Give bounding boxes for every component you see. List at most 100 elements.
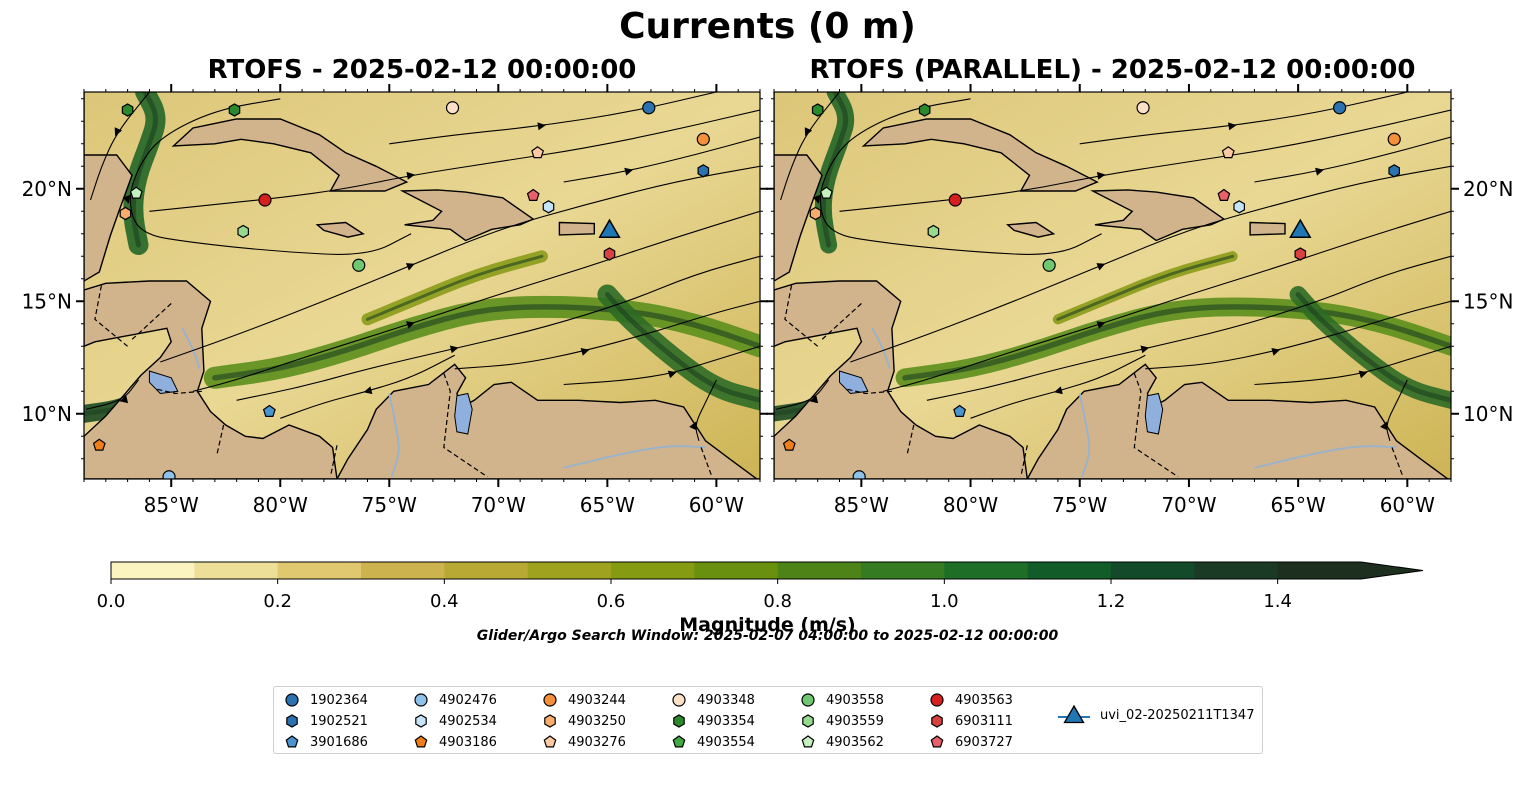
colorbar-tick-label: 1.4 xyxy=(1263,591,1292,612)
streamline-arrow xyxy=(1380,421,1388,431)
legend-label: 4902476 xyxy=(439,692,497,708)
border xyxy=(131,303,172,340)
legend-label: 1902521 xyxy=(310,713,368,729)
legend-pentagon-icon xyxy=(930,735,944,748)
streamline-arrow xyxy=(406,171,415,180)
river xyxy=(181,327,201,370)
legend-glider-icon xyxy=(1058,704,1090,724)
legend-label: 4903276 xyxy=(568,734,626,750)
marker-4903244 xyxy=(1387,132,1401,146)
legend-hexagon-icon xyxy=(673,714,685,728)
streamline-arrow xyxy=(1315,167,1324,176)
marker-4902476 xyxy=(162,470,176,479)
figure-title: Currents (0 m) xyxy=(619,6,916,47)
border xyxy=(216,424,225,455)
x-tick-label: 65°W xyxy=(1271,493,1326,517)
legend-marker xyxy=(802,714,814,728)
legend-marker xyxy=(415,714,427,728)
legend-item: 3901686 xyxy=(282,732,368,752)
legend-marker xyxy=(930,693,944,707)
y-tick-label: 10°N xyxy=(22,402,72,426)
y-tick-label: 20°N xyxy=(1463,177,1513,201)
marker-6903727 xyxy=(1217,188,1231,201)
map-panel-rtofs-parallel xyxy=(774,92,1451,479)
river xyxy=(388,393,400,478)
legend-item: 1902364 xyxy=(282,690,368,710)
colorbar-segment xyxy=(944,562,1029,579)
colorbar-tick-label: 0.4 xyxy=(430,591,459,612)
legend-label: uvi_02-20250211T1347 xyxy=(1100,707,1255,723)
marker-4903186 xyxy=(782,438,796,451)
streamline xyxy=(192,210,760,392)
legend-item: 4903563 xyxy=(927,690,1013,710)
legend-label: 4903562 xyxy=(826,734,884,750)
legend-marker xyxy=(544,714,556,728)
legend-circle-icon xyxy=(543,693,557,707)
streamline xyxy=(86,379,139,410)
colorbar-tick-label: 1.0 xyxy=(930,591,959,612)
border xyxy=(784,285,819,347)
streamline xyxy=(819,98,1102,255)
legend-label: 1902364 xyxy=(310,692,368,708)
streamline xyxy=(389,92,717,145)
land-jamaica xyxy=(1005,221,1056,238)
streamline xyxy=(883,210,1451,392)
streamline xyxy=(563,136,760,183)
legend-item: 4903348 xyxy=(669,690,755,710)
streamline-arrow xyxy=(1096,321,1106,329)
streamline xyxy=(160,165,760,363)
map-panel-rtofs xyxy=(84,92,760,479)
land-puertorico xyxy=(1249,221,1286,236)
legend-hexagon-icon xyxy=(415,714,427,728)
x-tick-label: 65°W xyxy=(580,493,635,517)
colorbar-segment xyxy=(1027,562,1112,579)
streamline-arrow xyxy=(1054,386,1063,395)
legend-item: 1902521 xyxy=(282,711,368,731)
legend-marker xyxy=(543,693,557,707)
land-yucatan xyxy=(84,92,133,282)
legend-pentagon-icon xyxy=(672,735,686,748)
marker-uvi_02-20250211T1347 xyxy=(1289,218,1312,238)
y-tick-label: 15°N xyxy=(1463,289,1513,313)
legend-marker xyxy=(672,735,686,748)
marker-4903354 xyxy=(918,103,931,117)
border xyxy=(329,445,338,477)
left-panel-title: RTOFS - 2025-02-12 00:00:00 xyxy=(207,55,637,85)
y-tick-label: 15°N xyxy=(22,289,72,313)
marker-4902534 xyxy=(542,200,555,214)
streamline xyxy=(280,354,455,419)
legend-item: 4903186 xyxy=(411,732,497,752)
colorbar-segment xyxy=(861,562,945,579)
colorbar-segment xyxy=(1277,562,1362,579)
legend-marker xyxy=(673,714,685,728)
streamline-arrow xyxy=(812,195,821,204)
colorbar-segment xyxy=(1111,562,1195,579)
river xyxy=(1254,445,1397,469)
marker-4903562 xyxy=(129,186,143,199)
legend-marker xyxy=(285,693,299,707)
colorbar-segment xyxy=(694,562,779,579)
land-samerica xyxy=(336,363,760,479)
marker-4903562 xyxy=(819,186,833,199)
streamline-arrow xyxy=(1358,370,1368,379)
legend-marker xyxy=(286,714,298,728)
current-band-core xyxy=(820,92,849,248)
streamline-arrow xyxy=(537,122,546,131)
streamline-arrow xyxy=(449,345,459,354)
colorbar-tick-label: 0.0 xyxy=(97,591,126,612)
colorbar-tick-label: 0.2 xyxy=(263,591,292,612)
marker-4903276 xyxy=(1221,146,1235,159)
land-cuba xyxy=(171,118,409,192)
legend-label: 4903186 xyxy=(439,734,497,750)
marker-3901686 xyxy=(953,404,967,417)
right-panel-title: RTOFS (PARALLEL) - 2025-02-12 00:00:00 xyxy=(809,55,1416,85)
streamline-arrow xyxy=(804,127,813,137)
colorbar-segment xyxy=(444,562,529,579)
border xyxy=(1020,445,1028,477)
streamline xyxy=(129,98,412,255)
x-tick-label: 75°W xyxy=(1052,493,1107,517)
colorbar-segment xyxy=(277,562,362,579)
panel-frame xyxy=(83,91,761,480)
legend-label: 4903250 xyxy=(568,713,626,729)
marker-6903111 xyxy=(1294,247,1307,261)
